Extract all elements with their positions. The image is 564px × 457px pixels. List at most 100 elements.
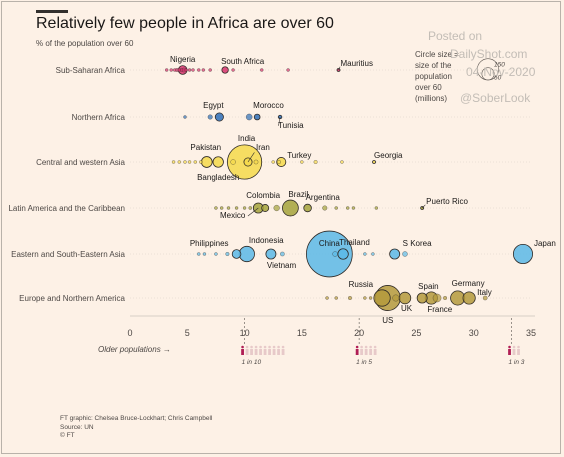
data-point xyxy=(313,160,318,164)
person-icon-body xyxy=(360,349,364,355)
country-label: S Korea xyxy=(403,239,432,248)
size-legend-line: population xyxy=(415,72,452,81)
country-label: US xyxy=(382,316,393,325)
x-tick-label: 15 xyxy=(297,328,307,338)
chart-title: Relatively few people in Africa are over… xyxy=(36,15,334,32)
source-copyright: © FT xyxy=(60,432,75,439)
data-point xyxy=(372,160,376,164)
person-icon-head xyxy=(373,345,377,349)
data-point xyxy=(374,206,378,210)
country-label: Nigeria xyxy=(170,55,196,64)
person-icon-body xyxy=(281,349,285,355)
data-point xyxy=(363,296,367,300)
person-icon-head xyxy=(512,345,516,349)
label-leader-line xyxy=(247,152,255,163)
data-point xyxy=(402,251,408,257)
person-icon-head xyxy=(241,345,244,349)
person-icon-head xyxy=(364,345,368,349)
data-point xyxy=(230,159,236,165)
data-point xyxy=(346,206,350,210)
country-label: Bangladesh xyxy=(197,173,239,182)
country-label: South Africa xyxy=(221,57,265,66)
country-label: Pakistan xyxy=(190,143,221,152)
data-point xyxy=(253,159,259,165)
person-icon-head xyxy=(508,345,511,349)
person-icon-head xyxy=(355,345,359,349)
data-point xyxy=(271,160,275,164)
person-icon-head xyxy=(259,345,262,349)
country-label: France xyxy=(427,305,452,314)
watermark-line: Posted on xyxy=(428,29,483,43)
country-label: Russia xyxy=(349,280,374,289)
country-label: Tunisia xyxy=(278,121,304,130)
data-point xyxy=(200,156,213,168)
data-point xyxy=(443,296,447,300)
data-point xyxy=(363,252,367,256)
country-label: Thailand xyxy=(339,238,370,247)
data-point xyxy=(191,68,195,72)
watermark-line: DailyShot.com xyxy=(450,47,528,61)
person-icon-head xyxy=(268,345,271,349)
data-point xyxy=(214,206,218,210)
data-point xyxy=(220,206,224,210)
data-point xyxy=(187,68,192,72)
data-point xyxy=(177,160,181,164)
country-label: China xyxy=(319,239,340,248)
x-tick-label: 25 xyxy=(411,328,421,338)
data-point xyxy=(169,68,173,72)
person-icon-body xyxy=(508,349,511,355)
country-label: UK xyxy=(401,304,413,313)
size-legend-line: (millions) xyxy=(415,94,447,103)
data-point xyxy=(334,206,338,210)
row-label: Eastern and South-Eastern Asia xyxy=(11,250,125,259)
watermark-line: 04-Nov-2020 xyxy=(466,65,536,79)
label-leader-line xyxy=(338,66,341,71)
older-population-ratio: 1 in 3 xyxy=(509,359,525,366)
data-point xyxy=(238,245,255,263)
person-icon-body xyxy=(364,349,368,355)
data-point xyxy=(300,160,304,164)
data-point xyxy=(340,160,344,164)
country-label: Egypt xyxy=(203,101,224,110)
person-icon-body xyxy=(241,349,244,355)
country-label: Puerto Rico xyxy=(426,197,468,206)
data-point xyxy=(226,206,231,210)
data-point xyxy=(303,203,312,213)
size-legend-circle xyxy=(481,67,495,81)
person-icon-body xyxy=(259,349,262,355)
size-legend-value: 50 xyxy=(494,75,502,82)
country-label: Colombia xyxy=(246,191,280,200)
data-point xyxy=(282,199,299,217)
country-label: Indonesia xyxy=(249,236,284,245)
data-point xyxy=(332,251,338,257)
data-point xyxy=(183,115,187,119)
chart-subtitle: % of the population over 60 xyxy=(36,39,134,48)
older-populations-label: Older populations → xyxy=(98,345,171,354)
country-label: Philippines xyxy=(190,239,229,248)
data-point xyxy=(286,68,290,72)
watermark-line: @SoberLook xyxy=(460,91,531,105)
data-point xyxy=(231,249,242,259)
data-point xyxy=(334,296,338,300)
person-icon-head xyxy=(263,345,267,349)
data-point xyxy=(432,293,442,303)
row-label: Sub-Saharan Africa xyxy=(56,66,126,75)
data-point xyxy=(221,66,229,74)
data-point xyxy=(368,296,373,300)
person-icon-body xyxy=(250,349,253,355)
country-label: Brazil xyxy=(288,190,308,199)
person-icon-body xyxy=(517,349,520,355)
data-point xyxy=(207,114,213,120)
data-point xyxy=(214,112,224,122)
data-point xyxy=(242,206,247,210)
country-label: Argentina xyxy=(306,193,341,202)
data-point xyxy=(199,160,203,164)
data-point xyxy=(208,68,212,72)
country-label: Germany xyxy=(452,279,485,288)
x-tick-label: 5 xyxy=(185,328,190,338)
data-point xyxy=(183,160,187,164)
country-label: Morocco xyxy=(253,101,284,110)
data-point xyxy=(193,160,197,164)
data-point xyxy=(261,204,270,212)
